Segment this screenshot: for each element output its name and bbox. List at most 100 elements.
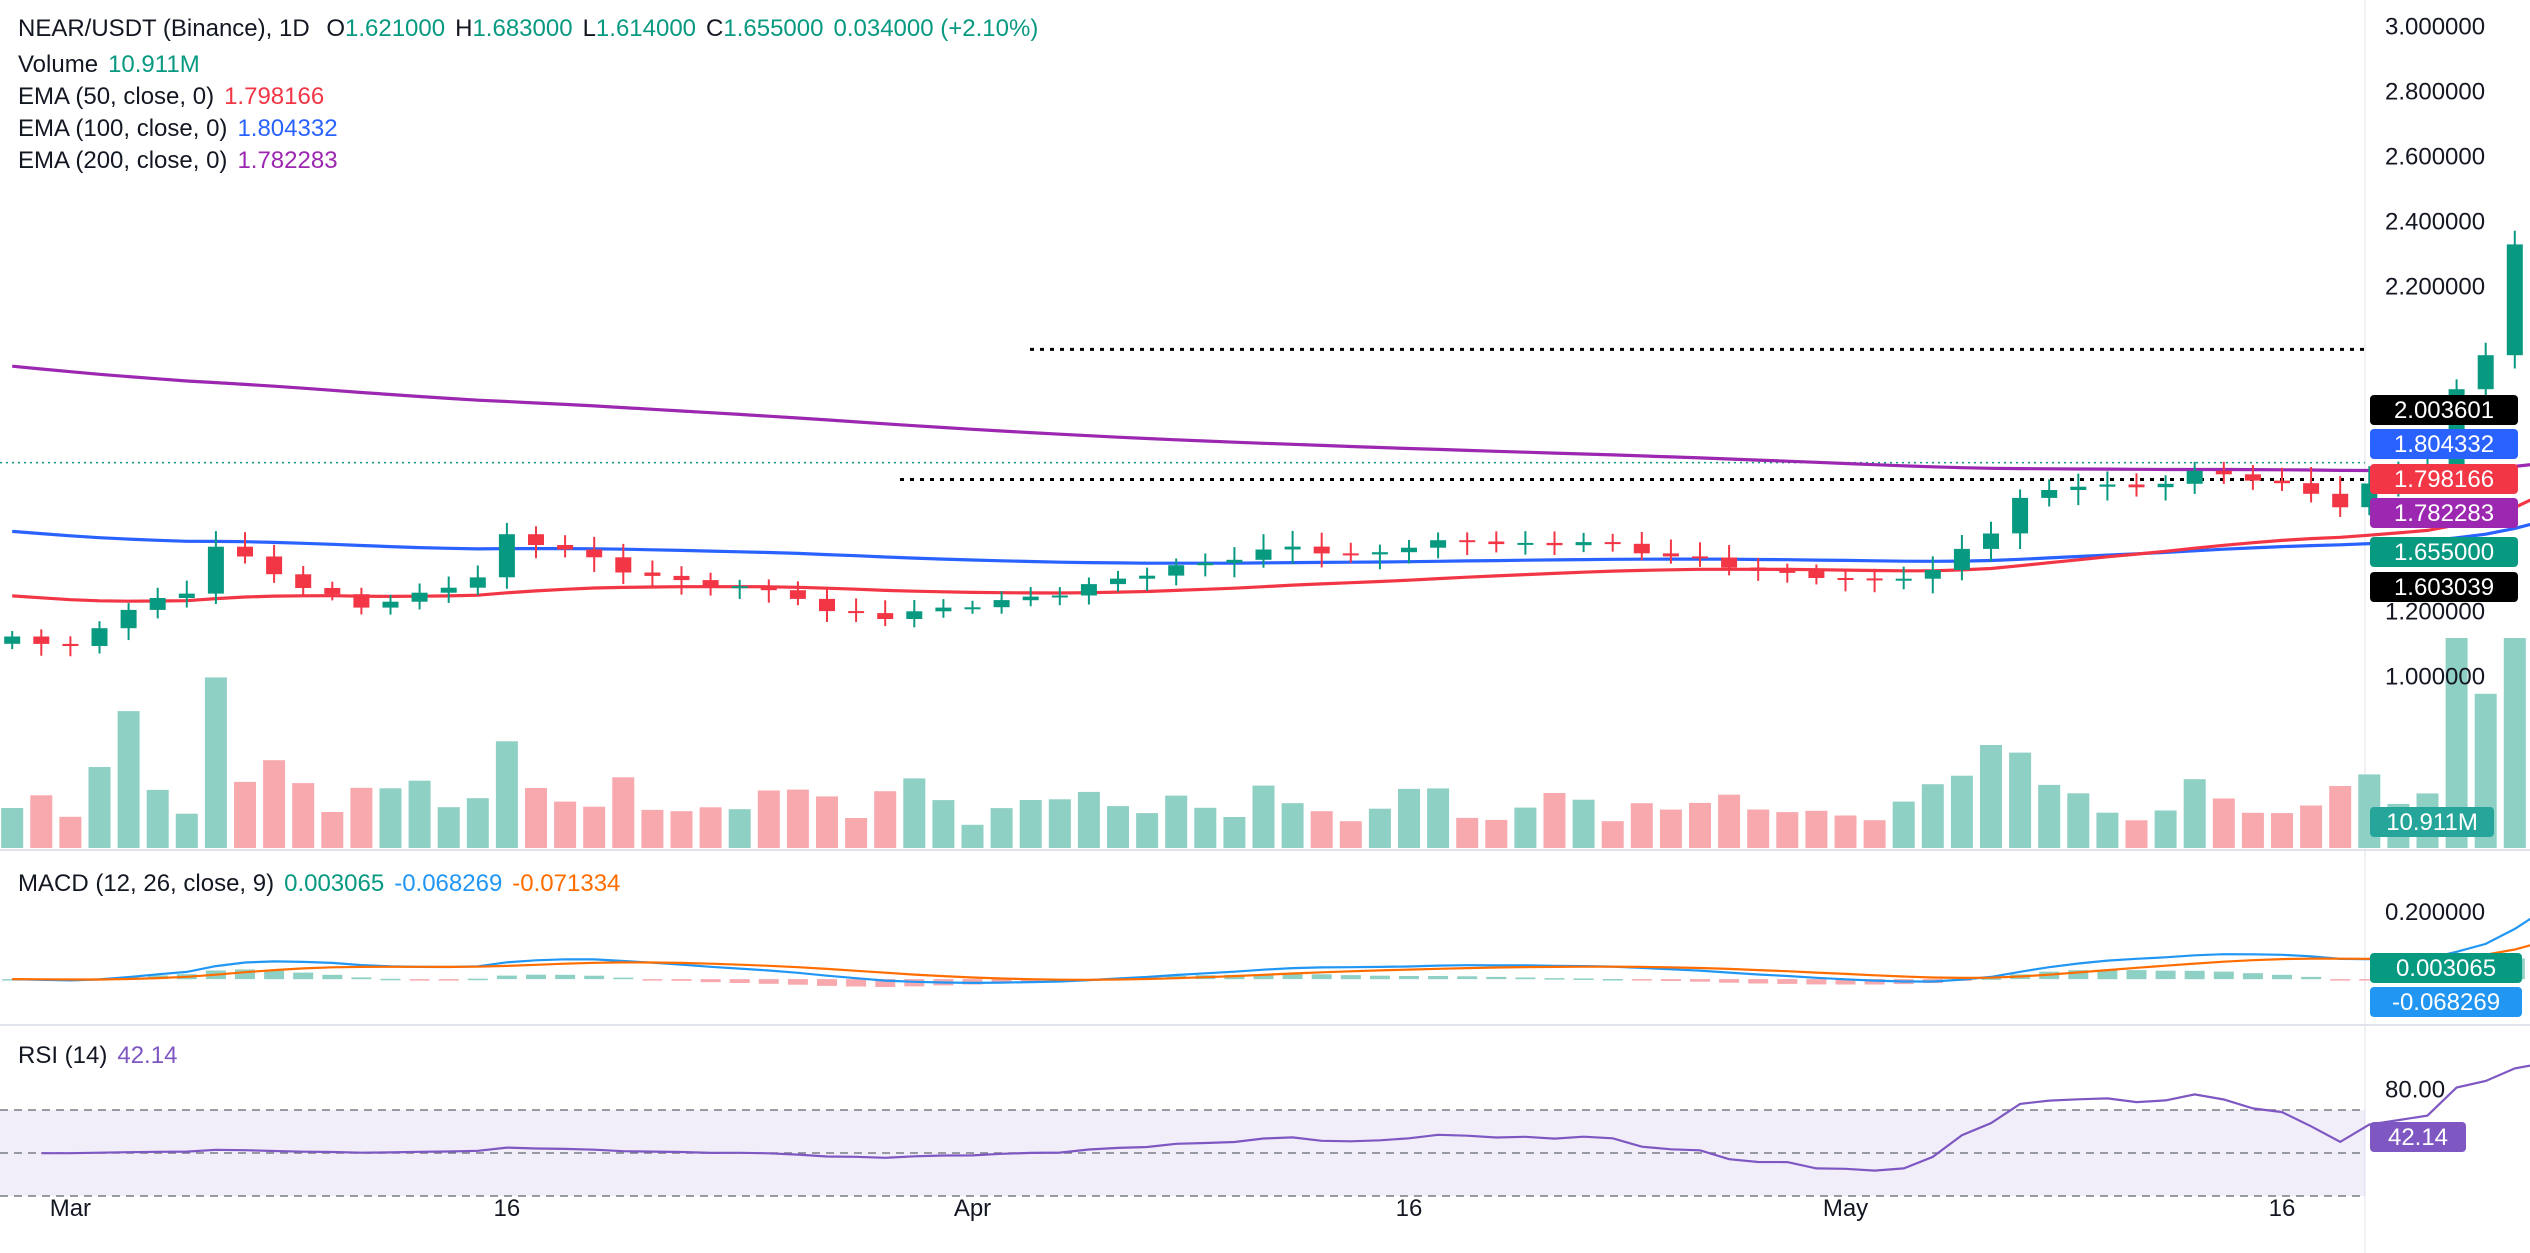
macd-histogram-bar — [1457, 976, 1478, 980]
candle-body — [1953, 548, 1970, 570]
macd-histogram-bar — [235, 969, 255, 980]
volume-bar — [2503, 638, 2526, 848]
volume-bar — [1398, 788, 1420, 848]
volume-bar — [525, 788, 547, 848]
price-tag — [2370, 464, 2518, 494]
volume-bar — [1310, 811, 1333, 848]
candle-body — [2186, 470, 2203, 484]
candle-body — [615, 557, 632, 573]
candle-body — [2244, 474, 2261, 481]
macd-histogram-bar — [1660, 979, 1681, 981]
macd-tick-label: 0.200000 — [2385, 899, 2485, 926]
candle-body — [1721, 557, 1738, 568]
axis-tags: 2.003601 1.804332 1.798166 1.782283 1.655000… — [2370, 395, 2522, 1152]
volume-bar — [175, 813, 198, 848]
volume-value: 10.911M — [108, 51, 200, 78]
candle-body — [1779, 570, 1796, 573]
macd-histogram-bar — [817, 979, 837, 986]
low-label: L — [582, 15, 596, 42]
legend-ema200: EMA (200, close, 0) 1.782283 — [18, 144, 348, 178]
ohlc-values: O1.621000 H1.683000 L1.614000 C1.655000 0.03… — [326, 15, 1048, 42]
macd-histogram-bar — [1340, 975, 1361, 980]
price-tick-label: 2.200000 — [2385, 274, 2485, 301]
volume-bar — [2329, 786, 2352, 848]
candle-body — [295, 574, 312, 588]
legend-ohlc: NEAR/USDT (Binance), 1D O1.621000 H1.6830… — [18, 12, 1058, 46]
candle-body — [149, 598, 166, 610]
macd-histogram-bar — [1573, 978, 1594, 980]
volume-bar — [408, 780, 431, 848]
macd-tag — [2370, 987, 2522, 1017]
candle-body — [469, 577, 486, 588]
price-tag-label: 1.782283 — [2394, 500, 2494, 527]
macd-histogram-bar — [642, 979, 663, 981]
macd-histogram-bar — [2184, 970, 2205, 980]
volume-bar — [1048, 799, 1071, 848]
price-tag — [2370, 395, 2518, 425]
ema200-label: EMA (200, close, 0) — [18, 147, 228, 174]
high-label: H — [455, 15, 473, 42]
candle-body — [324, 588, 341, 595]
candle-body — [586, 549, 603, 558]
candle-body — [178, 593, 195, 598]
volume-bar — [2271, 813, 2293, 848]
candle-body — [935, 607, 952, 612]
candle-body — [2070, 486, 2087, 490]
candle-body — [353, 594, 370, 608]
macd-histogram-bar — [2213, 971, 2234, 980]
macd-histogram-bar — [1748, 979, 1769, 984]
macd-histogram-bar — [584, 975, 605, 980]
rsi-tag-label: 42.14 — [2388, 1124, 2448, 1151]
volume-tag — [2370, 807, 2494, 837]
macd-histogram-bar — [729, 979, 750, 983]
volume-bar — [612, 777, 635, 848]
volume-bar — [961, 824, 984, 848]
macd-histogram-bar — [700, 979, 721, 983]
macd-histogram-bar — [1428, 976, 1449, 980]
macd-histogram-bar — [1253, 974, 1274, 980]
candle-body — [557, 545, 574, 550]
candle-body — [760, 586, 777, 591]
macd-histogram-bar — [555, 974, 576, 980]
rsi-tag — [2370, 1122, 2466, 1152]
candle-body — [2215, 470, 2232, 475]
candle-body — [877, 613, 894, 619]
candle-body — [1139, 575, 1156, 579]
candle-body — [964, 607, 981, 610]
time-tick-label: Apr — [954, 1195, 991, 1222]
candle-body — [1837, 578, 1854, 580]
price-tag-label: 2.003601 — [2394, 397, 2494, 424]
macd-hist-value: 0.003065 — [284, 870, 385, 897]
candle-body — [2274, 480, 2290, 484]
volume-bar — [1718, 794, 1741, 848]
volume-bar — [1689, 802, 1711, 848]
candle-body — [2041, 490, 2058, 498]
volume-bar — [495, 741, 518, 848]
price-tag-label: 1.603039 — [2394, 574, 2494, 601]
volume-bar — [932, 800, 955, 848]
candle-body — [411, 592, 428, 602]
volume-bar — [1921, 784, 1944, 848]
ema-lines — [12, 364, 2530, 603]
volume-bar — [1165, 795, 1188, 848]
volume-bar — [1107, 806, 1129, 848]
ema200-line — [12, 364, 2530, 473]
volume-bar — [263, 760, 286, 848]
price-tag — [2370, 572, 2518, 602]
candle-body — [702, 580, 719, 587]
candle-body — [1051, 595, 1068, 598]
candle-body — [207, 546, 224, 594]
macd-histogram-bar — [2330, 979, 2351, 981]
volume-bar — [437, 807, 460, 848]
macd-label: MACD (12, 26, close, 9) — [18, 870, 275, 897]
volume-bar — [2154, 810, 2177, 848]
candle-body — [1313, 546, 1330, 554]
candle-body — [528, 534, 544, 545]
macd-histogram-bar — [1544, 978, 1565, 980]
volume-bar — [1252, 785, 1275, 848]
macd-histogram-bar — [1806, 979, 1827, 985]
volume-bar — [699, 807, 722, 848]
change-value: 0.034000 (+2.10%) — [833, 15, 1039, 42]
candle-body — [498, 534, 515, 578]
